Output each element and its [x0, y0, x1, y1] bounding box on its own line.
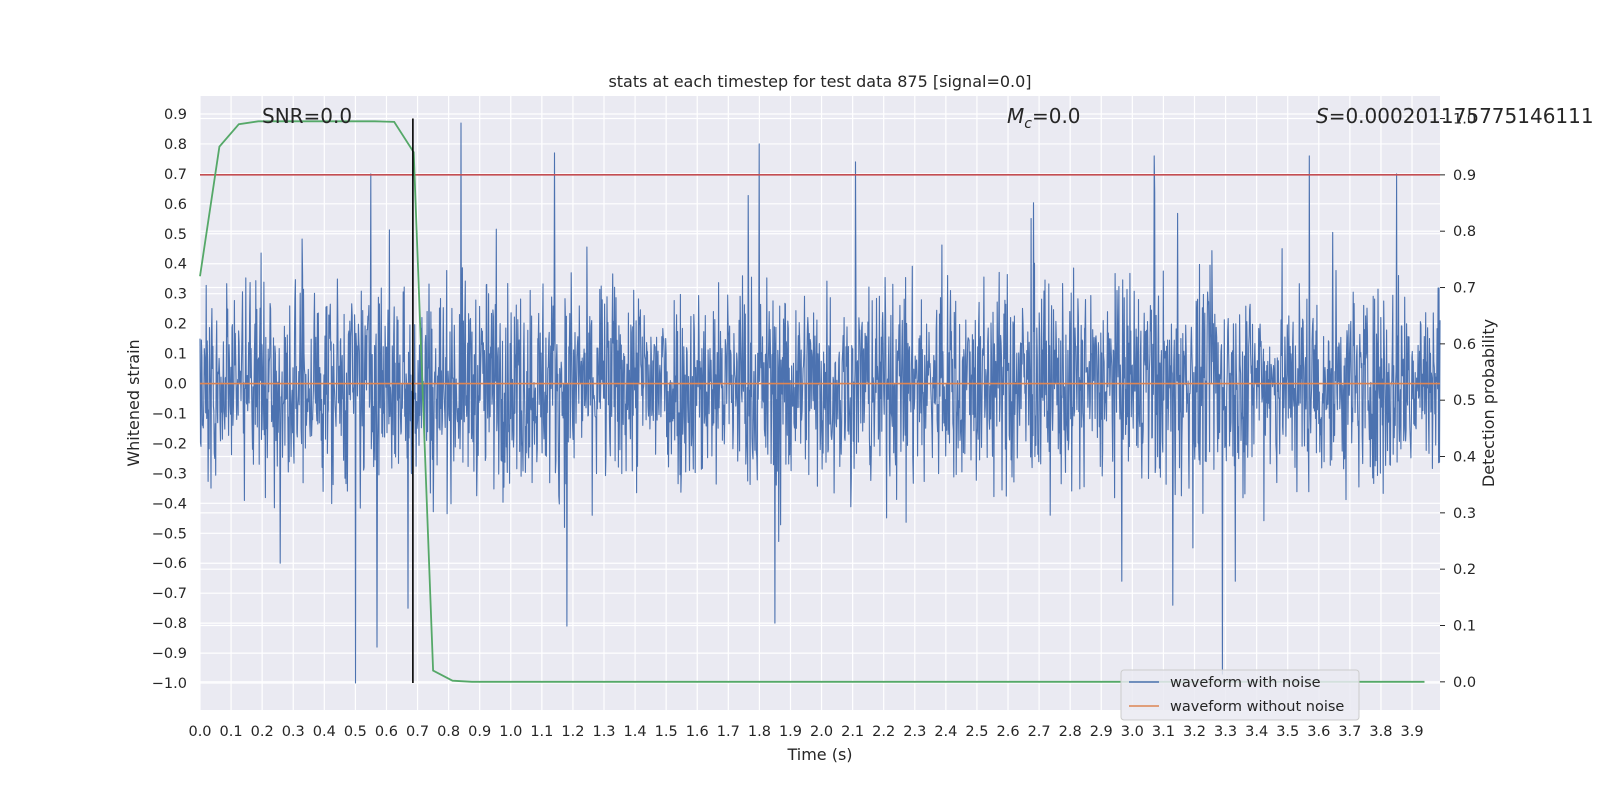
x-tick-label: 2.2 — [872, 724, 895, 740]
x-tick-label: 2.9 — [1090, 724, 1113, 740]
y2-tick-label: 0.5 — [1453, 393, 1476, 409]
x-tick-label: 0.3 — [282, 724, 305, 740]
detection-probability-line — [199, 120, 1425, 683]
y-tick-label: −0.3 — [152, 466, 187, 482]
x-tick-label: 0.6 — [375, 724, 398, 740]
y-tick-label: −0.5 — [152, 526, 187, 542]
y2-tick-label: 0.1 — [1453, 619, 1476, 635]
x-tick-label: 0.1 — [220, 724, 243, 740]
y2-tick-label: 0.8 — [1453, 224, 1476, 240]
x-tick-label: 1.6 — [686, 724, 709, 740]
y2-tick-label: 0.2 — [1453, 562, 1476, 578]
x-tick-label: 0.5 — [344, 724, 367, 740]
waveform-with-noise-path — [199, 122, 1441, 684]
y-tick-label: 0.2 — [164, 317, 187, 333]
x-tick-label: 0.9 — [468, 724, 491, 740]
y2-tick-label: 0.6 — [1453, 337, 1476, 353]
y-tick-label: −0.4 — [152, 496, 187, 512]
x-tick-label: 3.4 — [1245, 724, 1268, 740]
y2-tick-label: 1.0 — [1453, 112, 1476, 128]
y-tick-label: −1.0 — [152, 676, 187, 692]
y-tick-label: 0.1 — [164, 347, 187, 363]
y-tick-label: 0.3 — [164, 287, 187, 303]
legend-label-clean: waveform without noise — [1170, 699, 1344, 715]
snr-annotation: SNR=0.0 — [262, 104, 352, 128]
chart-title: stats at each timestep for test data 875… — [608, 72, 1031, 91]
x-tick-label: 3.2 — [1183, 724, 1206, 740]
y2-tick-label: 0.4 — [1453, 450, 1476, 466]
x-tick-label: 3.3 — [1214, 724, 1237, 740]
waveform-with-noise-line — [199, 122, 1441, 684]
x-tick-label: 3.7 — [1338, 724, 1361, 740]
y-axis-label: Whitened strain — [124, 339, 143, 466]
y-tick-label: −0.9 — [152, 646, 187, 662]
ticks: 0.0 0.1 0.2 0.3 0.4 0.5 0.6 0.7 0.8 0.9 1.0 1.1 1.2 1… — [152, 107, 1476, 740]
x-tick-label: 2.1 — [841, 724, 864, 740]
y2-tick-label: 0.0 — [1453, 675, 1476, 691]
legend-label-noise: waveform with noise — [1170, 675, 1321, 691]
x-axis-label: Time (s) — [786, 745, 852, 764]
lines-layer — [199, 118, 1440, 684]
x-tick-label: 1.2 — [561, 724, 584, 740]
x-tick-label: 1.7 — [717, 724, 740, 740]
legend-box — [1120, 669, 1360, 721]
x-tick-label: 1.3 — [592, 724, 615, 740]
y2-axis-label: Detection probability — [1479, 319, 1498, 487]
x-tick-label: 2.8 — [1059, 724, 1082, 740]
x-tick-label: 1.5 — [655, 724, 678, 740]
x-tick-label: 2.3 — [903, 724, 926, 740]
x-tick-label: 1.4 — [624, 724, 647, 740]
y-tick-label: −0.2 — [152, 436, 187, 452]
y2-tick-label: 0.7 — [1453, 281, 1476, 297]
x-tick-label: 2.5 — [965, 724, 988, 740]
x-tick-label: 0.2 — [251, 724, 274, 740]
x-tick-label: 1.1 — [530, 724, 553, 740]
x-tick-label: 1.8 — [748, 724, 771, 740]
x-tick-label: 2.7 — [1028, 724, 1051, 740]
y-tick-label: −0.1 — [152, 406, 187, 422]
y-tick-label: −0.6 — [152, 556, 187, 572]
y-tick-label: 0.6 — [164, 197, 187, 213]
y2-tick-label: 0.9 — [1453, 168, 1476, 184]
x-tick-label: 1.9 — [779, 724, 802, 740]
x-tick-label: 3.5 — [1276, 724, 1299, 740]
y-tick-label: 0.4 — [164, 257, 187, 273]
x-tick-label: 3.9 — [1400, 724, 1423, 740]
y-tick-label: 0.0 — [164, 377, 187, 393]
y-tick-label: −0.8 — [152, 616, 187, 632]
y2-tick-label: 0.3 — [1453, 506, 1476, 522]
legend: waveform with noise waveform without noi… — [1120, 669, 1360, 721]
y-tick-label: −0.7 — [152, 586, 187, 602]
chirp-mass-annotation: Mc=0.0 — [1007, 104, 1081, 132]
y-tick-label: 0.5 — [164, 227, 187, 243]
y-tick-label: 0.7 — [164, 167, 187, 183]
x-tick-label: 3.6 — [1307, 724, 1330, 740]
x-tick-label: 2.6 — [996, 724, 1019, 740]
x-tick-label: 0.4 — [313, 724, 336, 740]
x-tick-label: 2.4 — [934, 724, 957, 740]
x-tick-label: 3.8 — [1369, 724, 1392, 740]
x-tick-label: 2.0 — [810, 724, 833, 740]
x-tick-label: 1.0 — [499, 724, 522, 740]
x-tick-label: 3.0 — [1121, 724, 1144, 740]
x-tick-label: 0.8 — [437, 724, 460, 740]
y-tick-label: 0.9 — [164, 107, 187, 123]
x-tick-label: 3.1 — [1152, 724, 1175, 740]
x-tick-label: 0.0 — [188, 724, 211, 740]
grid — [199, 96, 1440, 710]
s-annotation: S=0.000201175775146111 — [1316, 104, 1594, 128]
y-tick-label: 0.8 — [164, 137, 187, 153]
x-tick-label: 0.7 — [406, 724, 429, 740]
